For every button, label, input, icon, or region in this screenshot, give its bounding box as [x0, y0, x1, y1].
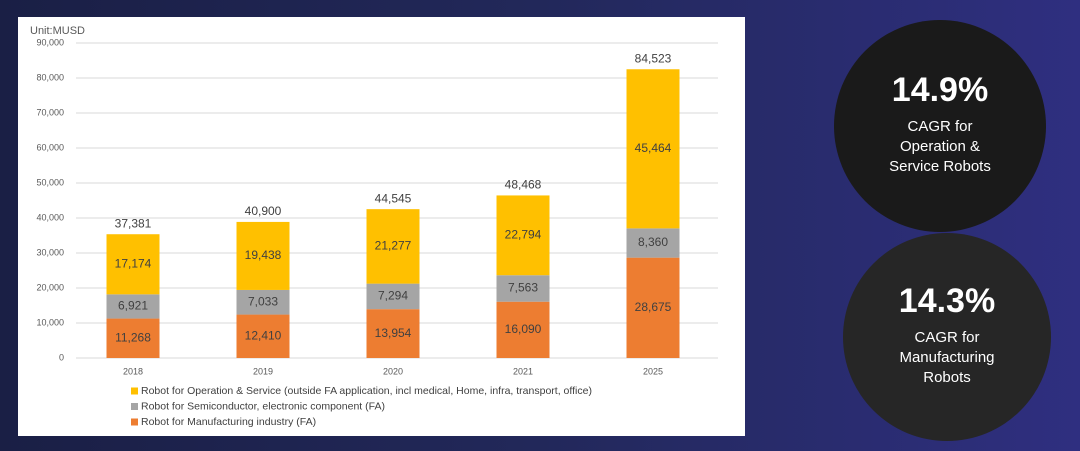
x-tick-label: 2020	[383, 366, 403, 376]
legend-swatch	[131, 387, 138, 395]
bar-segment	[236, 221, 290, 290]
callout-text: Robots	[923, 369, 971, 386]
total-label: 40,900	[245, 204, 282, 218]
total-label: 37,381	[115, 216, 152, 230]
value-label: 28,675	[635, 300, 672, 314]
legend-swatch	[131, 418, 138, 426]
value-label: 19,438	[245, 248, 282, 262]
y-tick-label: 0	[59, 352, 64, 362]
total-label: 48,468	[505, 178, 542, 192]
x-tick-label: 2025	[643, 366, 663, 376]
bar-segment	[366, 309, 420, 358]
value-label: 45,464	[635, 141, 672, 155]
y-tick-label: 80,000	[36, 72, 64, 82]
value-label: 17,174	[115, 256, 152, 270]
value-label: 21,277	[375, 239, 412, 253]
bar-segment	[366, 209, 420, 284]
value-label: 11,268	[115, 330, 151, 344]
value-label: 22,794	[505, 227, 542, 241]
y-tick-label: 70,000	[36, 107, 64, 117]
total-label: 44,545	[375, 191, 412, 205]
y-tick-label: 30,000	[36, 247, 64, 257]
bar-segment	[236, 314, 290, 358]
y-tick-label: 90,000	[36, 37, 64, 47]
bar-segment	[106, 318, 160, 358]
value-label: 13,954	[375, 326, 412, 340]
y-tick-label: 20,000	[36, 282, 64, 292]
bar-segment	[496, 195, 550, 276]
y-tick-label: 60,000	[36, 142, 64, 152]
legend-label: Robot for Manufacturing industry (FA)	[141, 416, 316, 428]
x-tick-label: 2021	[513, 366, 533, 376]
value-label: 12,410	[245, 328, 282, 342]
x-tick-label: 2019	[253, 366, 273, 376]
bar-segment	[106, 234, 160, 295]
bar-segment	[366, 283, 420, 310]
y-tick-label: 40,000	[36, 212, 64, 222]
legend-swatch	[131, 403, 138, 410]
callout-text: CAGR for	[914, 329, 979, 346]
value-label: 7,294	[378, 289, 408, 303]
bar-segment	[626, 228, 680, 258]
value-label: 6,921	[118, 299, 148, 313]
callout-value: 14.9%	[892, 71, 988, 109]
bar-segment	[626, 257, 680, 358]
bar-segment	[626, 69, 680, 229]
callout-text: CAGR for	[907, 118, 972, 135]
callout-text: Operation &	[900, 138, 980, 155]
y-tick-label: 50,000	[36, 177, 64, 187]
value-label: 8,360	[638, 235, 668, 249]
x-tick-label: 2018	[123, 366, 143, 376]
callout-text: Service Robots	[889, 158, 991, 175]
total-label: 84,523	[635, 51, 672, 65]
value-label: 7,563	[508, 281, 538, 295]
value-label: 16,090	[505, 322, 542, 336]
callout-circle	[834, 20, 1046, 232]
callout-circle	[843, 233, 1051, 441]
unit-label: Unit:MUSD	[30, 25, 85, 37]
bar-segment	[496, 301, 550, 358]
bar-segment	[106, 294, 160, 319]
legend-label: Robot for Operation & Service (outside F…	[141, 385, 592, 397]
bar-segment	[496, 275, 550, 302]
y-tick-label: 10,000	[36, 317, 64, 327]
value-label: 7,033	[248, 294, 278, 308]
bar-segment	[236, 289, 290, 315]
callout-text: Manufacturing	[899, 349, 994, 366]
callout-value: 14.3%	[899, 282, 995, 320]
legend-label: Robot for Semiconductor, electronic comp…	[141, 400, 385, 412]
